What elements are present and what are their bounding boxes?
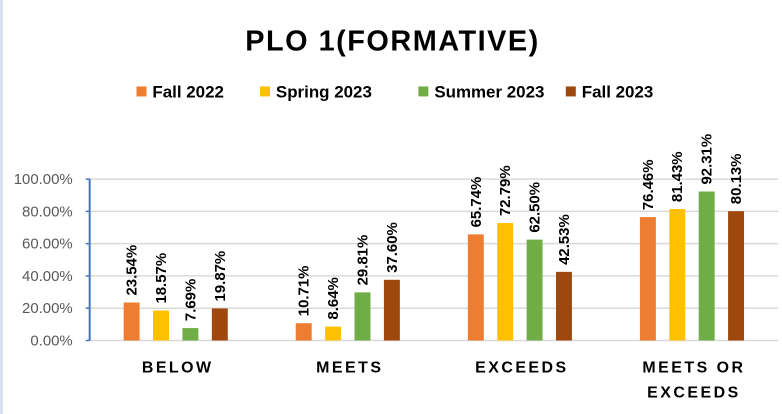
y-tick-label: 0.00% — [30, 332, 72, 349]
data-label: 7.69% — [182, 279, 199, 321]
bar — [123, 302, 140, 341]
data-label: 65.74% — [468, 177, 485, 228]
bar — [153, 310, 169, 341]
bar — [383, 279, 400, 341]
bar — [698, 191, 715, 341]
bar — [728, 211, 745, 341]
y-tick-label: 100.00% — [14, 171, 73, 188]
data-label: 72.79% — [497, 165, 514, 216]
data-label: 29.81% — [354, 235, 371, 286]
legend-swatch — [565, 86, 576, 97]
data-label: 19.87% — [212, 251, 229, 302]
data-label: 62.50% — [527, 182, 544, 233]
bars: 23.54% 18.57% 7.69% 19.87% 10.71% 8.64% 29.81%… — [124, 134, 745, 341]
category-label: MEETS OR EXCEEDS — [642, 359, 745, 401]
data-label: 76.46% — [640, 159, 657, 210]
data-label: 23.54% — [124, 245, 141, 296]
bar — [295, 323, 312, 341]
category-label: EXCEEDS — [475, 359, 569, 376]
data-label: 80.13% — [728, 154, 745, 205]
legend-swatch — [418, 86, 429, 97]
bar — [497, 223, 514, 341]
y-tick-label: 40.00% — [22, 268, 73, 285]
chart-title: PLO 1(FORMATIVE) — [245, 26, 539, 58]
legend-label: Summer 2023 — [434, 82, 544, 101]
bar — [325, 326, 342, 341]
data-label: 81.43% — [669, 151, 686, 202]
data-label: 18.57% — [153, 253, 170, 304]
bar — [555, 271, 572, 341]
legend-swatch — [136, 86, 147, 97]
legend-swatch — [260, 86, 270, 97]
x-axis-categories: BELOW MEETS EXCEEDS MEETS OR EXCEEDS — [142, 359, 745, 401]
y-tick-label: 80.00% — [22, 203, 73, 220]
legend: Fall 2022 Spring 2023 Summer 2023 Fall 2023 — [136, 82, 653, 101]
category-label: MEETS — [316, 359, 383, 376]
legend-label: Spring 2023 — [276, 82, 372, 101]
bar — [526, 239, 543, 341]
legend-label: Fall 2022 — [152, 82, 224, 101]
gridlines — [85, 178, 779, 342]
y-tick-label: 20.00% — [22, 300, 73, 317]
y-tick-label: 60.00% — [22, 236, 73, 253]
data-label: 10.71% — [296, 266, 313, 317]
bar — [639, 217, 656, 341]
bar — [467, 234, 484, 341]
bar — [182, 328, 199, 341]
data-label: 37.60% — [384, 222, 401, 273]
y-axis-ticks: 0.00% 20.00% 40.00% 60.00% 80.00% 100.00% — [14, 171, 73, 349]
bar — [211, 308, 228, 341]
legend-label: Fall 2023 — [582, 82, 653, 101]
bar — [669, 209, 686, 341]
category-label: BELOW — [142, 359, 214, 376]
bar — [354, 292, 371, 341]
data-label: 42.53% — [556, 214, 573, 265]
data-label: 92.31% — [699, 134, 716, 185]
data-label: 8.64% — [325, 277, 342, 319]
